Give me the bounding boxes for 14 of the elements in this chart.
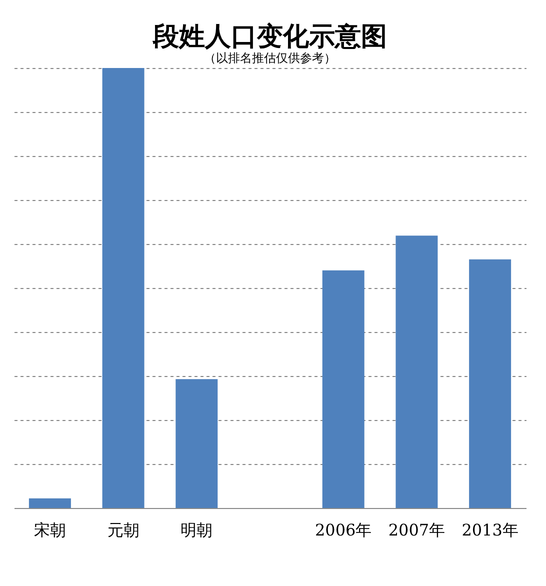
bar — [102, 68, 144, 508]
x-tick-label: 2006年 — [314, 520, 372, 540]
bar — [469, 259, 512, 508]
chart-title: 段姓人口变化示意图 — [152, 22, 387, 52]
chart-subtitle: （以排名推估仅供参考） — [204, 51, 336, 65]
x-tick-label: 明朝 — [180, 520, 213, 540]
bar — [28, 498, 71, 508]
bar — [396, 236, 438, 508]
bar — [176, 379, 218, 508]
x-tick-label: 宋朝 — [34, 520, 66, 540]
bar — [322, 270, 364, 508]
x-tick-label: 2013年 — [462, 520, 518, 540]
x-tick-label: 2007年 — [388, 520, 446, 540]
x-tick-label: 元朝 — [107, 520, 140, 540]
